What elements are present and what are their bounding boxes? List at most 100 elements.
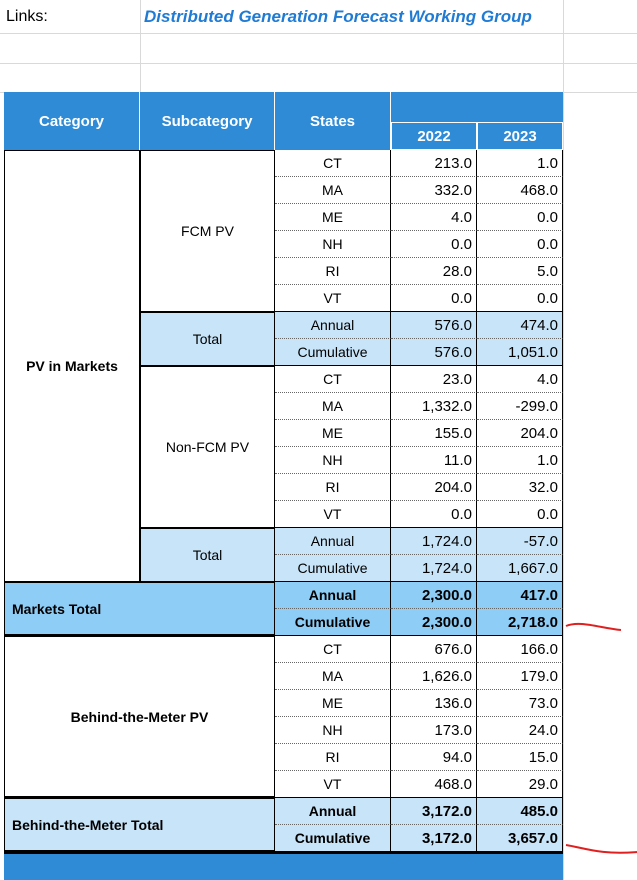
row-label: CT — [275, 150, 391, 177]
value-cell: 204.0 — [477, 420, 563, 447]
row-label: Annual — [275, 312, 391, 339]
row-label: CT — [275, 636, 391, 663]
value-cell: 73.0 — [477, 690, 563, 717]
row-label: NH — [275, 447, 391, 474]
value-cell: 3,172.0 — [391, 798, 477, 825]
value-cell: 576.0 — [391, 312, 477, 339]
row-label: Cumulative — [275, 339, 391, 366]
links-label: Links: — [6, 7, 48, 25]
subcategory: FCM PV — [140, 150, 275, 312]
value-cell: 1.0 — [477, 447, 563, 474]
value-cell: 4.0 — [391, 204, 477, 231]
row-label: Annual — [275, 582, 391, 609]
value-cell: 155.0 — [391, 420, 477, 447]
category: Markets Total — [4, 582, 275, 636]
value-cell: 213.0 — [391, 150, 477, 177]
row-label: MA — [275, 663, 391, 690]
value-cell: 94.0 — [391, 744, 477, 771]
value-cell: 1,724.0 — [391, 555, 477, 582]
row-label: VT — [275, 501, 391, 528]
value-cell: 166.0 — [477, 636, 563, 663]
value-cell: 2,300.0 — [391, 582, 477, 609]
category: PV in Markets — [4, 150, 140, 582]
value-cell: 0.0 — [391, 501, 477, 528]
row-label: Cumulative — [275, 555, 391, 582]
value-cell: 1,667.0 — [477, 555, 563, 582]
value-cell: 0.0 — [391, 285, 477, 312]
value-cell: 1,626.0 — [391, 663, 477, 690]
value-cell: 0.0 — [477, 231, 563, 258]
row-label: RI — [275, 258, 391, 285]
value-cell: 28.0 — [391, 258, 477, 285]
subcategory: Total — [140, 312, 275, 366]
row-label: Cumulative — [275, 609, 391, 636]
link[interactable]: Distributed Generation Forecast Working … — [144, 6, 532, 26]
gridline — [140, 0, 141, 92]
value-cell: 23.0 — [391, 366, 477, 393]
value-cell: 2,718.0 — [477, 609, 563, 636]
header-cell: Subcategory — [140, 92, 275, 150]
value-cell: 2,300.0 — [391, 609, 477, 636]
value-cell: 5.0 — [477, 258, 563, 285]
row-label: MA — [275, 177, 391, 204]
value-cell: 3,172.0 — [391, 825, 477, 852]
row-label: ME — [275, 420, 391, 447]
category: Behind-the-Meter Total — [4, 798, 275, 852]
value-cell: 474.0 — [477, 312, 563, 339]
category: Behind-the-Meter PV — [4, 636, 275, 798]
row-label: RI — [275, 474, 391, 501]
value-cell: 136.0 — [391, 690, 477, 717]
header-cell: States — [275, 92, 391, 150]
gridline — [563, 0, 564, 880]
red-mark — [565, 844, 637, 854]
header-cell: Category — [4, 92, 140, 150]
row-label: VT — [275, 285, 391, 312]
row-label: Annual — [275, 798, 391, 825]
row-label: MA — [275, 393, 391, 420]
row-label: Cumulative — [275, 825, 391, 852]
value-cell: 4.0 — [477, 366, 563, 393]
row-label: ME — [275, 204, 391, 231]
row-label: NH — [275, 717, 391, 744]
value-cell: 676.0 — [391, 636, 477, 663]
gridline — [0, 33, 637, 34]
footer-bar — [4, 852, 563, 880]
value-cell: 1,724.0 — [391, 528, 477, 555]
value-cell: 32.0 — [477, 474, 563, 501]
row-label: VT — [275, 771, 391, 798]
value-cell: 1,332.0 — [391, 393, 477, 420]
value-cell: 11.0 — [391, 447, 477, 474]
row-label: Annual — [275, 528, 391, 555]
subcategory: Non-FCM PV — [140, 366, 275, 528]
year-header: 2023 — [477, 122, 563, 150]
value-cell: 468.0 — [391, 771, 477, 798]
row-label: RI — [275, 744, 391, 771]
value-cell: 15.0 — [477, 744, 563, 771]
value-cell: 0.0 — [477, 204, 563, 231]
value-cell: 3,657.0 — [477, 825, 563, 852]
value-cell: 173.0 — [391, 717, 477, 744]
row-label: CT — [275, 366, 391, 393]
row-label: ME — [275, 690, 391, 717]
gridline — [0, 63, 637, 64]
value-cell: 24.0 — [477, 717, 563, 744]
value-cell: 485.0 — [477, 798, 563, 825]
value-cell: 0.0 — [477, 501, 563, 528]
value-cell: -57.0 — [477, 528, 563, 555]
value-cell: 1.0 — [477, 150, 563, 177]
header-bg — [4, 92, 563, 150]
red-mark — [565, 622, 622, 631]
value-cell: 204.0 — [391, 474, 477, 501]
value-cell: 0.0 — [477, 285, 563, 312]
value-cell: 576.0 — [391, 339, 477, 366]
row-label: NH — [275, 231, 391, 258]
value-cell: 332.0 — [391, 177, 477, 204]
subcategory: Total — [140, 528, 275, 582]
year-header: 2022 — [391, 122, 477, 150]
value-cell: 0.0 — [391, 231, 477, 258]
value-cell: 468.0 — [477, 177, 563, 204]
value-cell: 29.0 — [477, 771, 563, 798]
value-cell: 179.0 — [477, 663, 563, 690]
